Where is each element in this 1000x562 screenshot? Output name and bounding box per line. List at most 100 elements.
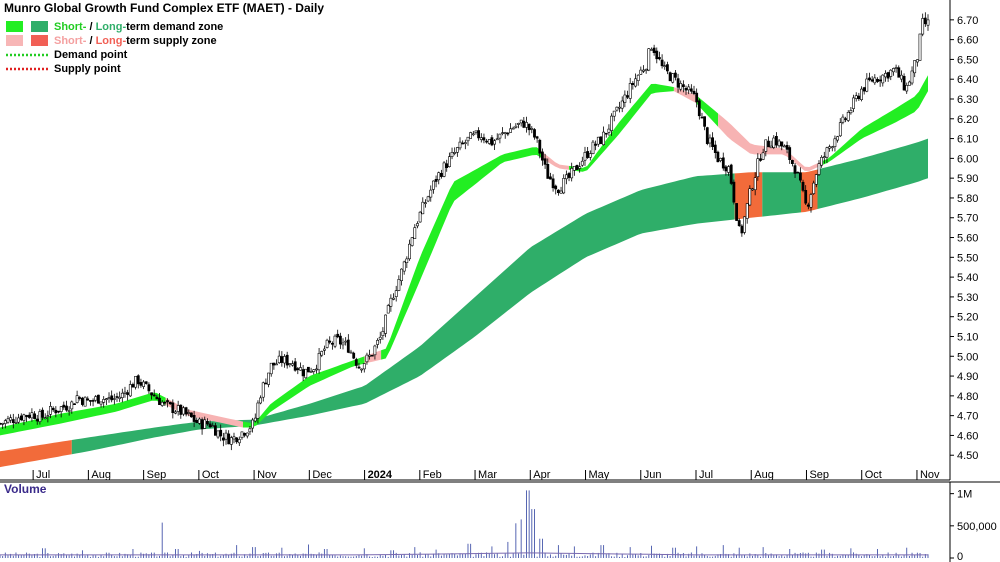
candle-body — [852, 97, 855, 109]
price-tick-label: 4.80 — [957, 391, 978, 403]
candle-body — [782, 145, 786, 148]
candle — [176, 400, 180, 416]
candle-body — [291, 363, 294, 366]
candle — [54, 406, 58, 418]
candle — [897, 65, 901, 78]
candle — [243, 432, 247, 438]
candle — [115, 392, 119, 402]
candle — [49, 401, 52, 419]
candle-body — [463, 142, 467, 145]
candle — [251, 417, 255, 433]
candle-body — [495, 138, 499, 141]
candle — [187, 409, 191, 417]
candle — [538, 138, 542, 159]
candle-body — [43, 417, 47, 420]
candle — [35, 415, 39, 425]
candle-body — [737, 220, 741, 226]
candle-body — [588, 153, 592, 158]
candle — [889, 69, 893, 81]
candle-body — [376, 339, 380, 345]
candle-body — [251, 419, 255, 429]
candle — [330, 341, 334, 350]
candle — [727, 165, 731, 176]
price-tick-label: 6.10 — [957, 134, 978, 146]
candle-body — [120, 392, 124, 399]
candle — [224, 429, 228, 445]
candle — [397, 275, 401, 292]
candle-body — [360, 368, 364, 371]
candle — [894, 64, 898, 73]
legend-label: Short- / Long-term demand zone — [54, 21, 223, 33]
price-tick-label: 5.60 — [957, 233, 978, 245]
candle — [838, 118, 842, 137]
candle-body — [6, 418, 10, 423]
candle — [203, 416, 207, 429]
time-tick-label: Nov — [257, 469, 277, 481]
candle-body — [421, 201, 425, 215]
candle-body — [591, 141, 595, 155]
candle — [166, 398, 169, 408]
candle-body — [38, 411, 42, 422]
candle — [9, 414, 13, 424]
candle-body — [163, 401, 167, 404]
candle — [761, 148, 765, 161]
price-tick-label: 6.20 — [957, 114, 978, 126]
candle — [309, 367, 313, 373]
candle — [67, 406, 71, 416]
candle-body — [697, 100, 701, 117]
short-term-supply-band — [718, 113, 823, 171]
candle-body — [785, 145, 789, 150]
candle-body — [455, 147, 459, 153]
candle — [264, 378, 268, 385]
long-term-demand-band — [71, 173, 735, 455]
candle-body — [509, 128, 512, 133]
candle-body — [774, 136, 778, 146]
candle-body — [716, 151, 720, 163]
candle-body — [171, 402, 175, 413]
candle-body — [41, 409, 44, 418]
candle — [299, 362, 302, 371]
candle — [402, 260, 406, 275]
candle — [809, 192, 813, 213]
candle-body — [825, 147, 829, 158]
candle-body — [344, 340, 348, 343]
candle — [546, 158, 550, 179]
candle — [503, 131, 507, 139]
candle — [735, 203, 739, 221]
time-tick-label: Oct — [865, 469, 882, 481]
candle — [751, 187, 754, 191]
candle — [57, 410, 60, 414]
candle — [910, 66, 914, 86]
time-tick-label: Mar — [478, 469, 497, 481]
short-term-demand-band — [823, 75, 928, 165]
candle — [623, 90, 627, 108]
candle — [83, 396, 87, 407]
candle-body — [708, 137, 712, 144]
candle — [283, 354, 286, 368]
candle-body — [599, 136, 603, 145]
candle-body — [711, 137, 715, 147]
candle — [107, 392, 111, 403]
candle — [490, 135, 494, 147]
candle — [703, 116, 707, 131]
candle — [519, 119, 523, 127]
candle — [612, 110, 616, 122]
candle-body — [681, 84, 685, 88]
candle — [886, 71, 890, 82]
candle-body — [596, 136, 600, 145]
candle — [495, 133, 499, 141]
candle — [665, 61, 669, 75]
candle-body — [211, 425, 215, 427]
candle-body — [110, 395, 114, 401]
candle-body — [676, 78, 680, 88]
candle — [790, 159, 794, 167]
legend-label: Short- / Long-term supply zone — [54, 35, 217, 47]
candle — [604, 132, 608, 138]
candle-body — [655, 50, 659, 60]
candle — [368, 349, 372, 360]
candle-body — [365, 354, 369, 363]
candle — [902, 73, 906, 91]
candle — [764, 139, 768, 157]
candle-body — [126, 392, 130, 395]
candle-body — [136, 375, 140, 385]
